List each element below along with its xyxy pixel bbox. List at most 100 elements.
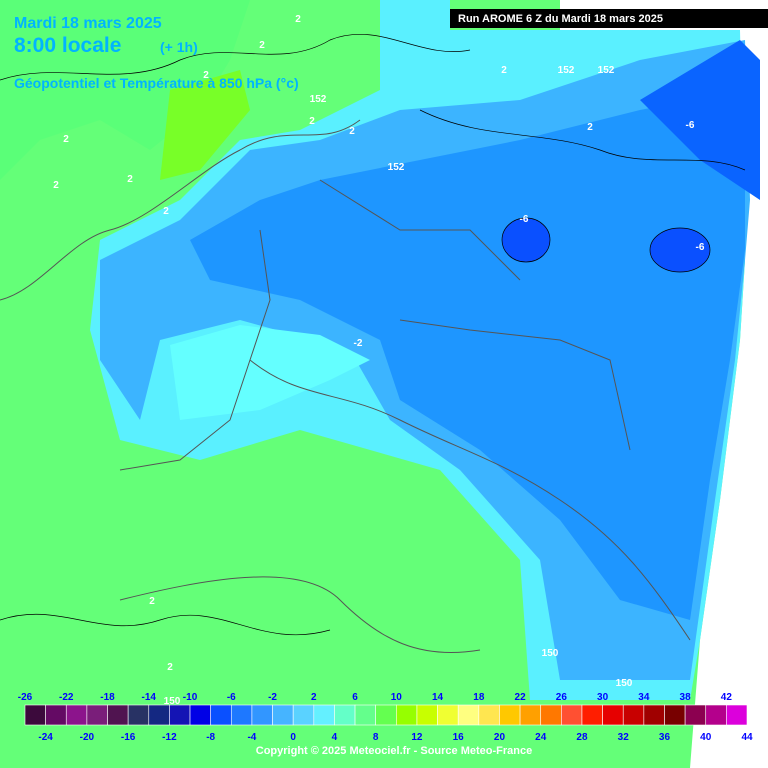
- colorbar-label: 2: [311, 692, 317, 703]
- colorbar-label: -16: [121, 732, 136, 743]
- colorbar-swatch: [292, 704, 315, 726]
- contour-label: 2: [501, 65, 507, 76]
- colorbar-label: -2: [268, 692, 277, 703]
- colorbar-swatch: [664, 704, 686, 726]
- cold-core: [649, 227, 711, 273]
- colorbar-label: 6: [352, 692, 358, 703]
- field-darkblue: [640, 40, 760, 200]
- contour-label: -2: [354, 338, 363, 349]
- contour-label: 2: [587, 122, 593, 133]
- colorbar-label: 12: [411, 732, 423, 743]
- contour-label: 150: [542, 648, 559, 659]
- colorbar-label: 32: [618, 732, 630, 743]
- colorbar-swatch: [210, 704, 232, 726]
- colorbar-swatch: [396, 704, 418, 726]
- run-banner: [450, 9, 768, 28]
- copyright: Copyright © 2025 Meteociel.fr - Source M…: [256, 745, 532, 757]
- colorbar-label: 36: [659, 732, 671, 743]
- colorbar-label: 34: [638, 692, 650, 703]
- contour-label: 152: [388, 162, 405, 173]
- colorbar-label: 16: [453, 732, 465, 743]
- colorbar-label: 26: [556, 692, 568, 703]
- colorbar-swatch: [478, 704, 500, 726]
- colorbar-label: -20: [80, 732, 95, 743]
- field-paleblue: [170, 325, 370, 420]
- contour-label: 152: [558, 65, 575, 76]
- colorbar-label: 0: [290, 732, 296, 743]
- colorbar-label: -12: [162, 732, 177, 743]
- colorbar-label: 38: [680, 692, 692, 703]
- colorbar-swatch: [272, 704, 294, 726]
- contour-label: 2: [163, 206, 169, 217]
- field-green-north: [0, 0, 250, 180]
- colorbar-swatch: [230, 704, 253, 726]
- colorbar-swatch: [375, 704, 397, 726]
- colorbar-swatch: [622, 704, 645, 726]
- colorbar-label: 44: [741, 732, 753, 743]
- colorbar-swatch: [24, 704, 46, 726]
- borders: [0, 119, 691, 654]
- colorbar-swatch: [561, 704, 583, 726]
- colorbar-label: -10: [183, 692, 198, 703]
- colorbar-label: 30: [597, 692, 609, 703]
- colorbar-swatch: [334, 704, 356, 726]
- colorbar-swatch: [457, 704, 480, 726]
- contour-label: 2: [309, 116, 315, 127]
- offset: (+ 1h): [160, 39, 198, 55]
- colorbar-label: 8: [373, 732, 379, 743]
- contour-label: 2: [203, 70, 209, 81]
- colorbar-swatch: [643, 704, 665, 726]
- contour-label: 2: [63, 134, 69, 145]
- time: 8:00 locale: [14, 34, 121, 57]
- colorbar-label: -24: [38, 732, 53, 743]
- colorbar-swatch: [313, 704, 335, 726]
- colorbar-swatch: [416, 704, 438, 726]
- contour-label: 2: [127, 174, 133, 185]
- run-info: Run AROME 6 Z du Mardi 18 mars 2025: [458, 13, 663, 25]
- colorbar-swatch: [519, 704, 542, 726]
- colorbar-swatch: [684, 704, 707, 726]
- colorbar-swatch: [540, 704, 562, 726]
- colorbar-label: -22: [59, 692, 74, 703]
- contour-label: 150: [616, 678, 633, 689]
- colorbar-swatch: [45, 704, 67, 726]
- colorbar-swatch: [726, 704, 748, 726]
- contour-label: 2: [259, 40, 265, 51]
- colorbar-swatch: [86, 704, 108, 726]
- colorbar-label: 42: [721, 692, 733, 703]
- colorbar-label: 20: [494, 732, 506, 743]
- colorbar-label: -8: [206, 732, 215, 743]
- cold-core: [501, 217, 551, 263]
- colorbar-label: 10: [391, 692, 403, 703]
- contour-label: -6: [696, 242, 705, 253]
- colorbar-swatch: [602, 704, 624, 726]
- colorbar-label: -26: [18, 692, 33, 703]
- contour-label: 2: [53, 180, 59, 191]
- contour-label: 152: [310, 94, 327, 105]
- colorbar-swatch: [705, 704, 727, 726]
- contour-label: 2: [167, 662, 173, 673]
- contour-label: 150: [164, 696, 181, 707]
- contour-label: 2: [349, 126, 355, 137]
- colorbar-label: 18: [473, 692, 485, 703]
- colorbar-swatch: [354, 704, 376, 726]
- colorbar-swatch: [189, 704, 211, 726]
- colorbar-swatch: [437, 704, 459, 726]
- date: Mardi 18 mars 2025: [14, 15, 162, 32]
- contour-label: 152: [598, 65, 615, 76]
- contour-label: -6: [520, 214, 529, 225]
- colorbar-label: 14: [432, 692, 444, 703]
- colorbar-label: 22: [515, 692, 527, 703]
- colorbar-swatch: [148, 704, 170, 726]
- contours: [0, 34, 746, 636]
- colorbar-label: 40: [700, 732, 712, 743]
- contour-label: 2: [295, 14, 301, 25]
- colorbar-swatch: [169, 704, 191, 726]
- colorbar-swatch: [499, 704, 521, 726]
- colorbar-label: -4: [247, 732, 256, 743]
- colorbar-label: 4: [332, 732, 338, 743]
- colorbar-label: 28: [576, 732, 588, 743]
